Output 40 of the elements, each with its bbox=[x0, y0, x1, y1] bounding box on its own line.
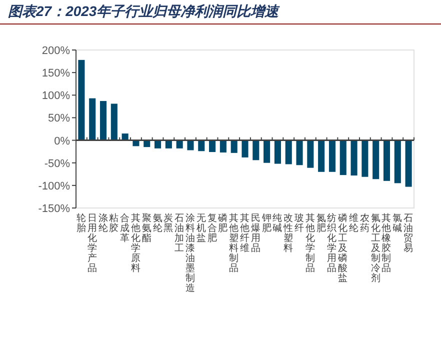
y-tick-label: 50% bbox=[48, 112, 70, 125]
x-tick-label: 聚氨酯 bbox=[142, 212, 152, 244]
x-tick-label: 轮胎 bbox=[76, 212, 86, 234]
x-tick-label: 纺织化学用品 bbox=[327, 212, 338, 274]
x-tick-label: 涂料油漆油墨制造 bbox=[185, 212, 196, 294]
y-tick-label: 0% bbox=[54, 135, 70, 148]
x-tick-label: 氟化工及制冷剂 bbox=[370, 213, 381, 284]
x-tick-label: 无机盐 bbox=[196, 213, 206, 244]
x-tick-label: 氯碱 bbox=[392, 213, 403, 234]
x-tick-label: 农药 bbox=[360, 213, 370, 234]
x-tick-label: 粘胶 bbox=[109, 212, 120, 234]
x-tick-label: 炭黑 bbox=[164, 212, 174, 234]
x-tick-label: 其他纤维 bbox=[240, 212, 250, 254]
x-tick-label: 石油贸易 bbox=[404, 213, 414, 254]
x-tick-label: 石油加工 bbox=[174, 213, 185, 254]
x-tick-label: 涤纶 bbox=[98, 212, 108, 234]
x-tick-label: 磷肥 bbox=[217, 212, 228, 234]
x-tick-label: 其他化学制品 bbox=[305, 212, 316, 274]
y-tick-label: -50% bbox=[44, 158, 70, 170]
x-tick-label: 改性塑料 bbox=[282, 213, 294, 254]
chart-title: 图表27：2023年子行业归母净利润同比增速 bbox=[8, 3, 281, 19]
x-tick-label: 玻纤 bbox=[294, 212, 305, 234]
y-tick-label: -150% bbox=[38, 203, 70, 215]
x-tick-label: 合成革 bbox=[120, 212, 130, 244]
x-tick-label: 纯碱 bbox=[272, 212, 283, 234]
y-tick-label: 150% bbox=[42, 68, 70, 80]
y-tick-label: 200% bbox=[42, 45, 70, 57]
y-tick-label: 100% bbox=[42, 90, 70, 102]
y-tick-label: -100% bbox=[38, 180, 70, 192]
x-tick-label: 氮肥 bbox=[316, 213, 326, 234]
x-tick-label: 复合肥 bbox=[207, 212, 218, 244]
x-tick-label: 其他化学原料 bbox=[130, 212, 141, 274]
x-tick-label: 民爆用品 bbox=[250, 213, 261, 254]
x-tick-label: 氨纶 bbox=[152, 213, 163, 234]
x-tick-label: 日用化学产品 bbox=[87, 213, 98, 274]
x-tick-label: 维纶 bbox=[349, 212, 360, 234]
x-tick-label: 其他塑料制品 bbox=[229, 212, 240, 274]
x-tick-label: 钾肥 bbox=[260, 213, 272, 234]
x-tick-label: 其他橡胶制品 bbox=[382, 212, 392, 274]
x-tick-label: 磷化工及磷酸盐 bbox=[337, 212, 348, 284]
